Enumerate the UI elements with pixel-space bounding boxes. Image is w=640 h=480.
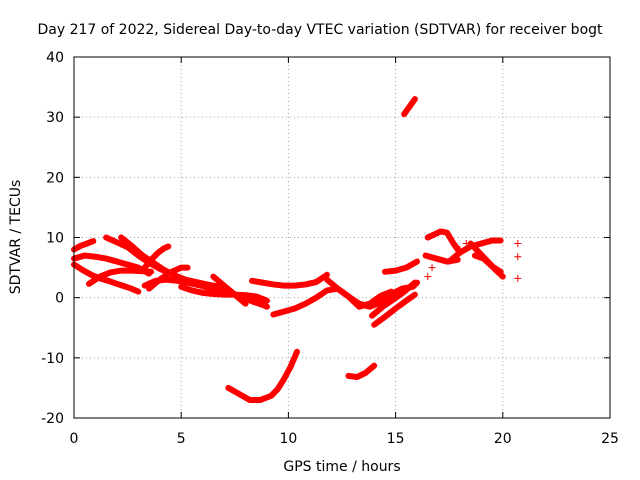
- data-point: [514, 253, 522, 261]
- data-point: [462, 240, 470, 248]
- x-axis-label: GPS time / hours: [283, 459, 400, 475]
- x-tick-label: 10: [279, 431, 297, 447]
- y-tick-label: 20: [46, 170, 64, 186]
- series-arc-s: [225, 348, 300, 403]
- x-tick-label: 20: [494, 431, 512, 447]
- data-point: [514, 240, 522, 248]
- series-arc-p: [369, 279, 418, 319]
- x-tick-label: 5: [177, 431, 186, 447]
- series-arc-i: [146, 264, 191, 292]
- series-arc-b: [71, 252, 153, 277]
- series-arc-r: [401, 96, 418, 118]
- series-arc-c: [71, 261, 142, 295]
- series-arc-m: [270, 285, 395, 318]
- tick-layer: 0 5 10 15 20 25 -20 -10 0 10 20 30 40: [41, 50, 619, 447]
- series-arc-l: [248, 271, 330, 289]
- series-arc-d: [86, 267, 155, 287]
- series-arc-u: [424, 228, 463, 256]
- chart-title: Day 217 of 2022, Sidereal Day-to-day VTE…: [37, 22, 603, 38]
- series-arc-t: [345, 362, 378, 381]
- y-tick-label: 10: [46, 231, 64, 247]
- data-point: [514, 274, 522, 282]
- x-tick-label: 15: [387, 431, 405, 447]
- series-arc-o: [371, 291, 418, 328]
- series-arc-q: [381, 258, 421, 275]
- grid-layer: [74, 57, 610, 418]
- series-arc-y: [471, 252, 504, 275]
- data-layer: [71, 96, 522, 403]
- y-tick-label: 0: [55, 291, 64, 307]
- series-arc-k: [210, 273, 249, 307]
- y-tick-label: -20: [41, 411, 64, 427]
- series-arc-h: [141, 243, 172, 271]
- data-point: [456, 246, 464, 254]
- y-tick-label: -10: [41, 351, 64, 367]
- data-point: [428, 264, 436, 272]
- data-point: [424, 273, 432, 281]
- y-tick-label: 40: [46, 50, 64, 66]
- series-arc-a: [71, 238, 97, 253]
- y-axis-label: SDTVAR / TECUs: [8, 180, 24, 295]
- series-arc-j: [178, 283, 270, 304]
- series-arc-g: [141, 276, 270, 310]
- y-tick-label: 30: [46, 110, 64, 126]
- x-tick-label: 0: [70, 431, 79, 447]
- x-tick-label: 25: [601, 431, 619, 447]
